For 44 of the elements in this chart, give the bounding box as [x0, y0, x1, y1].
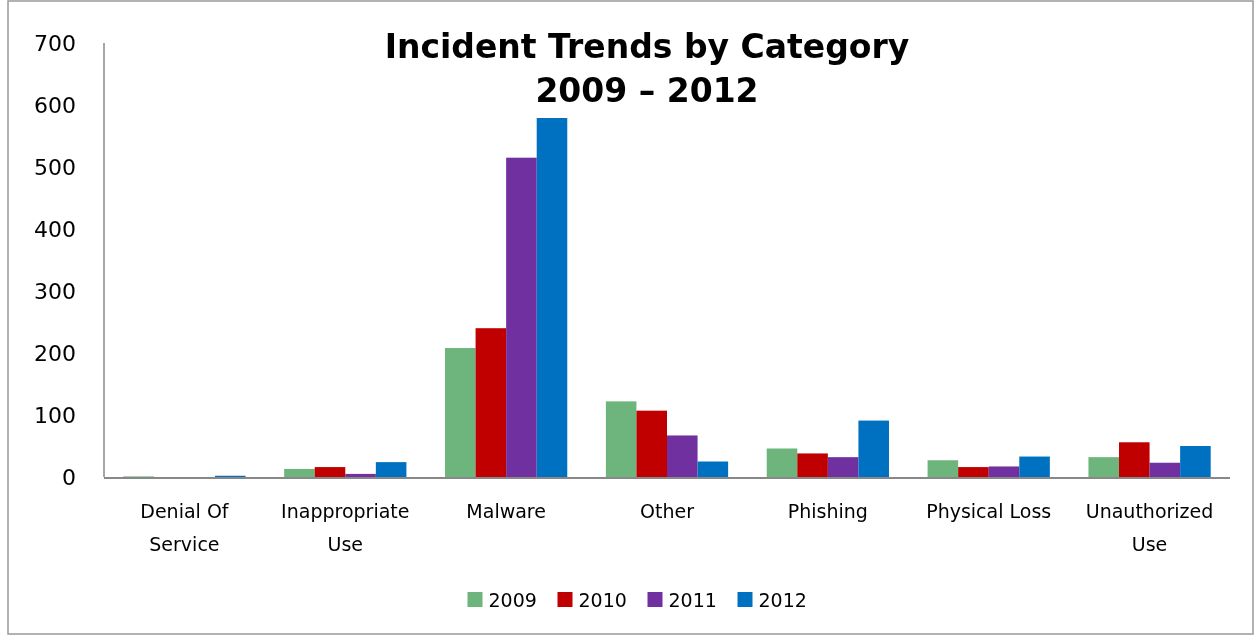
bar [958, 467, 989, 477]
x-tick-label: Other [640, 500, 695, 522]
y-tick-label: 200 [34, 340, 76, 366]
bar [1019, 456, 1050, 477]
x-tick-label: Inappropriate Use [281, 500, 410, 555]
y-tick-label: 500 [34, 154, 76, 180]
y-tick-label: 600 [34, 92, 76, 118]
bar [605, 401, 637, 477]
bar [988, 466, 1020, 477]
x-tick-label: Unauthorized Use [1085, 500, 1214, 555]
y-tick-label: 100 [34, 402, 76, 428]
bar [636, 410, 667, 477]
bar [475, 328, 507, 477]
y-tick-label: 300 [34, 278, 76, 304]
bar [506, 157, 537, 477]
x-tick-label: Malware [466, 500, 546, 522]
bar [1180, 446, 1211, 477]
y-tick-label: 700 [34, 30, 76, 56]
bar [766, 448, 798, 477]
bar [858, 420, 889, 477]
legend-label: 2010 [578, 588, 627, 611]
bar [345, 473, 376, 477]
bar [284, 468, 315, 477]
legend-label: 2012 [758, 588, 807, 611]
bar [697, 461, 729, 477]
chart-title: Incident Trends by Category 2009 – 2012 [384, 27, 910, 110]
bar [927, 460, 959, 477]
bar [827, 457, 859, 477]
bar [1149, 462, 1181, 477]
bar [314, 467, 346, 477]
bar [797, 453, 828, 477]
bar [1119, 442, 1150, 477]
y-tick-label: 0 [62, 464, 76, 490]
x-tick-label: Phishing [787, 500, 868, 522]
bar [445, 348, 476, 477]
bar [375, 462, 407, 477]
x-tick-label: Physical Loss [926, 500, 1052, 522]
bar [1088, 457, 1120, 477]
bar [536, 118, 568, 477]
bar [667, 435, 698, 477]
legend-label: 2009 [488, 588, 537, 611]
y-tick-label: 400 [34, 216, 76, 242]
x-tick-label: Denial Of Service [140, 500, 230, 555]
legend-label: 2011 [668, 588, 717, 611]
